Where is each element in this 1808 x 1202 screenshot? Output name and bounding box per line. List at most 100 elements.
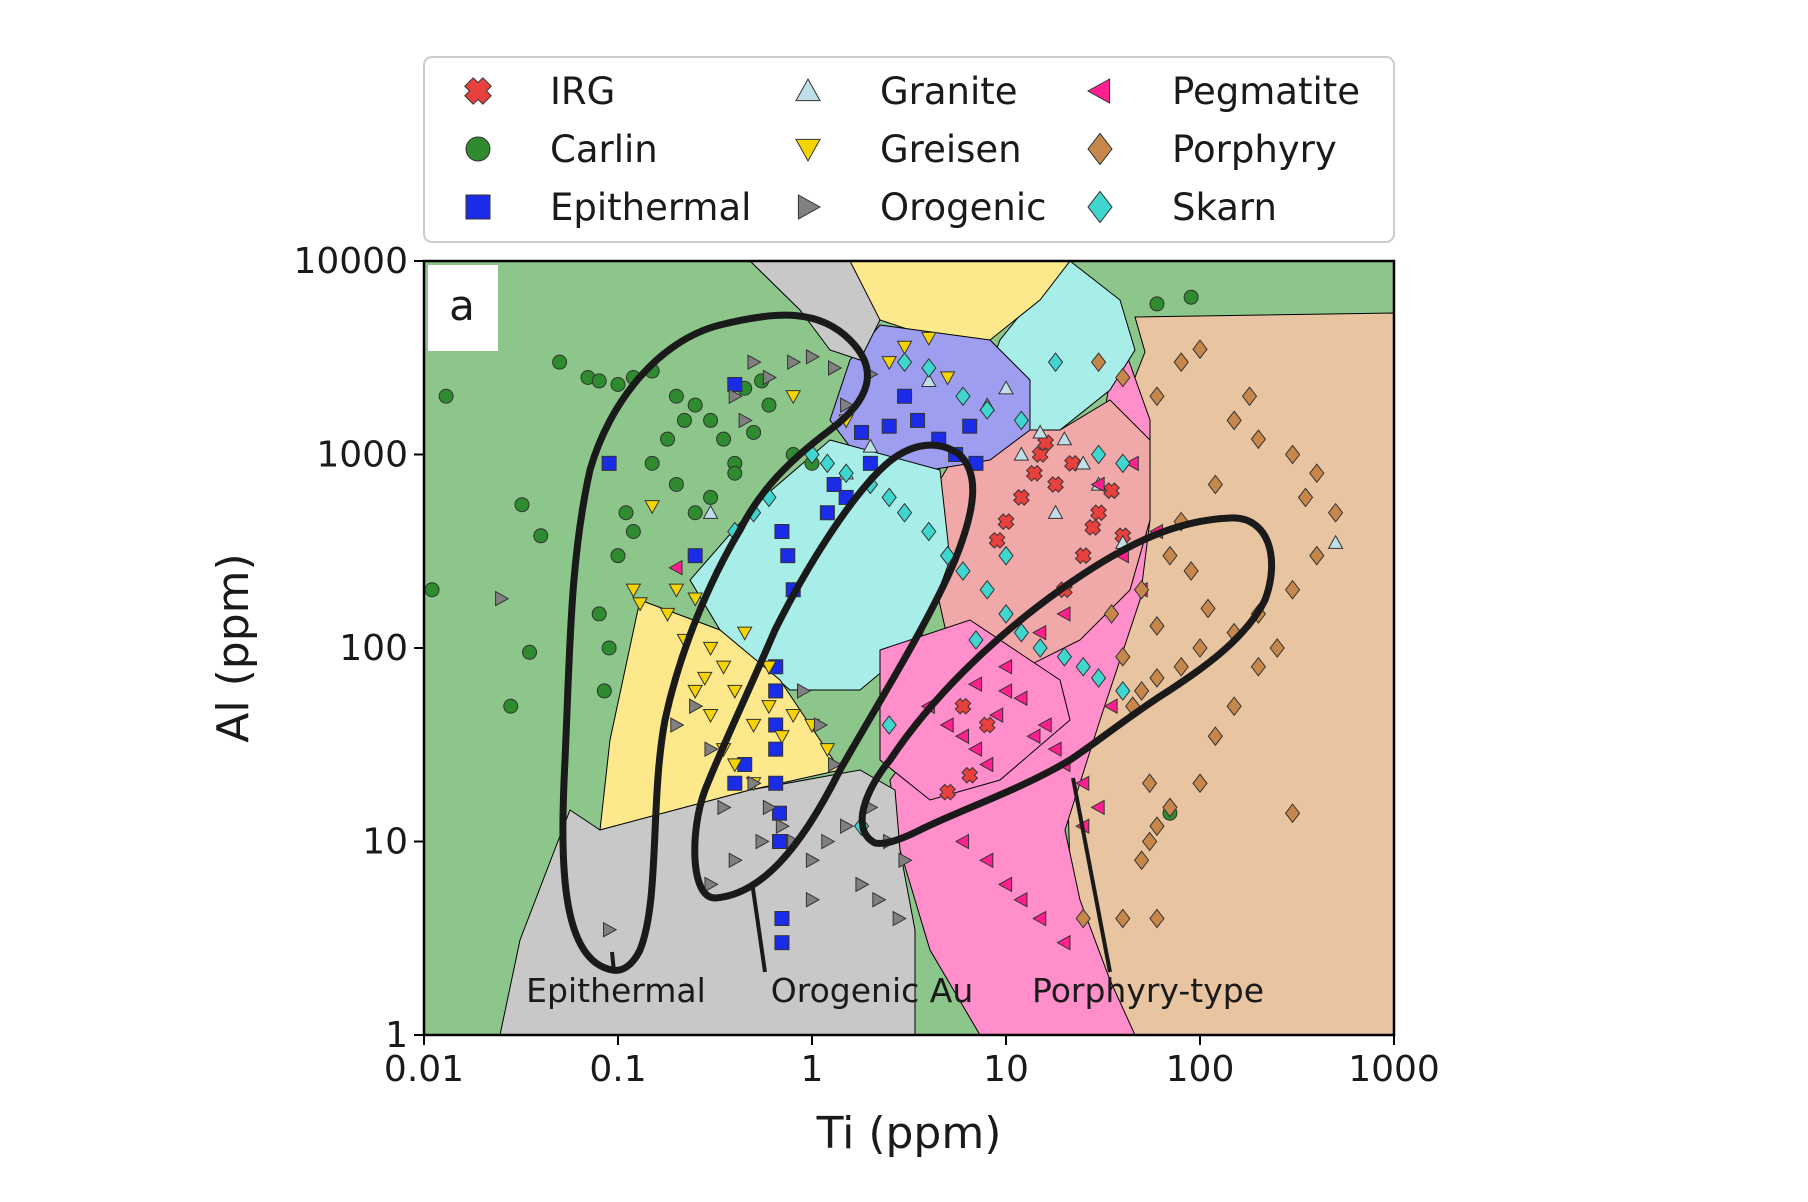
legend-items: IRG Carlin Epithermal Granite Greisen Orogeni… <box>464 70 1360 229</box>
point-epithermal <box>862 455 878 471</box>
point-skarn <box>939 545 956 566</box>
point-skarn <box>979 579 995 600</box>
point-carlin <box>644 455 660 471</box>
point-epithermal <box>962 418 978 434</box>
point-carlin <box>514 497 530 513</box>
point-orogenic <box>762 799 777 816</box>
point-greisen <box>761 700 777 715</box>
point-porphyry <box>1141 773 1158 794</box>
point-greisen <box>644 500 661 515</box>
point-orogenic <box>855 876 870 893</box>
point-greisen <box>726 684 743 699</box>
point-orogenic <box>747 775 762 792</box>
point-skarn <box>1047 352 1064 373</box>
point-porphyry <box>1133 850 1150 871</box>
point-pegmatite <box>1075 775 1090 792</box>
point-pegmatite <box>1032 910 1047 927</box>
y-axis-label: Al (ppm) <box>208 553 259 742</box>
legend-marker-irg <box>464 77 492 105</box>
outline-orogenic <box>691 441 977 902</box>
point-granite <box>998 380 1014 395</box>
point-orogenic <box>821 833 836 850</box>
point-pegmatite <box>1056 934 1071 951</box>
point-greisen <box>785 709 802 724</box>
point-carlin <box>668 388 684 404</box>
point-greisen <box>819 743 836 758</box>
point-carlin <box>522 644 538 660</box>
legend-marker-porphyry <box>1087 132 1113 166</box>
x-tick-label: 100 <box>1166 1049 1235 1090</box>
point-porphyry <box>1207 474 1223 495</box>
point-pegmatite <box>1026 728 1041 745</box>
point-orogenic <box>717 799 732 816</box>
legend: IRG Carlin Epithermal Granite Greisen Orogeni… <box>423 56 1395 243</box>
point-pegmatite <box>1090 476 1105 493</box>
point-pegmatite <box>1032 624 1047 641</box>
point-greisen <box>920 331 937 347</box>
point-carlin <box>424 582 440 598</box>
point-greisen <box>668 583 685 598</box>
point-irg <box>939 783 957 801</box>
point-carlin <box>716 431 732 447</box>
panel-label: a <box>449 281 475 330</box>
point-granite <box>1056 431 1073 446</box>
point-epithermal <box>819 505 835 521</box>
point-carlin <box>618 505 634 521</box>
point-orogenic <box>840 818 855 835</box>
point-greisen <box>939 371 956 386</box>
point-orogenic <box>495 590 510 607</box>
legend-label-skarn: Skarn <box>1172 186 1277 229</box>
point-porphyry <box>1250 429 1267 450</box>
point-epithermal <box>768 683 784 699</box>
point-skarn <box>921 358 937 378</box>
point-skarn <box>1090 668 1107 688</box>
point-orogenic <box>704 741 719 758</box>
point-porphyry <box>1173 656 1189 677</box>
point-carlin <box>746 424 762 440</box>
point-greisen <box>745 718 762 734</box>
point-pegmatite <box>989 707 1004 723</box>
point-pegmatite <box>1056 606 1071 622</box>
point-granite <box>862 438 879 453</box>
point-porphyry <box>1149 816 1165 837</box>
point-skarn <box>998 545 1014 566</box>
point-porphyry <box>1173 352 1189 373</box>
point-irg <box>1025 464 1043 482</box>
point-irg <box>954 697 972 715</box>
point-pegmatite <box>979 756 994 773</box>
point-porphyry <box>1115 646 1131 667</box>
point-porphyry <box>1207 726 1223 747</box>
point-pegmatite <box>668 559 683 576</box>
point-porphyry <box>1162 797 1178 818</box>
point-skarn <box>1013 622 1029 643</box>
legend-marker-granite <box>795 77 821 102</box>
point-granite <box>702 504 719 519</box>
point-porphyry <box>1284 579 1301 600</box>
x-tick-label: 10 <box>983 1049 1029 1090</box>
point-irg <box>1031 446 1049 463</box>
point-pegmatite <box>1103 698 1118 715</box>
x-axis-label: Ti (ppm) <box>816 1108 1002 1159</box>
field-labels: Epithermal Orogenic Au Porphyry-type <box>526 971 1264 1010</box>
data-points <box>424 289 1344 951</box>
point-porphyry <box>1183 561 1199 581</box>
point-epithermal <box>687 548 703 564</box>
point-epithermal <box>910 412 926 428</box>
x-tick-label: 0.01 <box>384 1049 464 1090</box>
point-orogenic <box>898 852 913 869</box>
point-pegmatite <box>979 852 994 869</box>
point-skarn <box>955 561 971 581</box>
region-epithermal-blue <box>829 324 1031 471</box>
point-porphyry <box>1192 339 1208 360</box>
point-porphyry <box>1149 616 1165 636</box>
point-skarn <box>896 502 913 523</box>
point-porphyry <box>1327 502 1344 523</box>
x-tick-label: 1 <box>801 1049 824 1090</box>
point-irg <box>1090 504 1107 522</box>
point-skarn <box>838 463 854 484</box>
legend-label-epithermal: Epithermal <box>550 186 751 229</box>
leader-epithermal <box>610 951 616 973</box>
point-greisen <box>726 758 743 773</box>
point-epithermal <box>854 424 870 440</box>
